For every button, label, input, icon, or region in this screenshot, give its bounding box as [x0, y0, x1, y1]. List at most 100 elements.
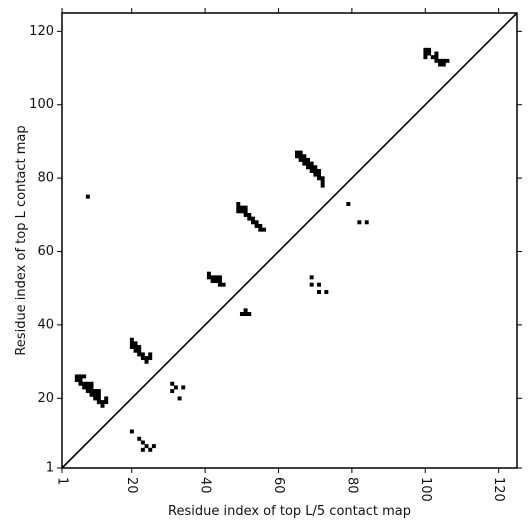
- contact-point: [295, 150, 299, 155]
- contact-point: [243, 205, 248, 210]
- contact-point: [100, 400, 105, 405]
- contact-point: [441, 58, 446, 63]
- contact-point: [129, 345, 134, 350]
- contact-point: [298, 157, 303, 162]
- contact-point: [254, 220, 259, 225]
- contact-point: [144, 444, 149, 449]
- contact-point: [236, 209, 241, 214]
- contact-point: [74, 374, 79, 379]
- contact-point: [151, 444, 156, 449]
- contact-point: [170, 381, 175, 386]
- x-tick-label: 1: [55, 477, 70, 485]
- contact-point: [89, 392, 94, 397]
- contact-point: [96, 400, 101, 405]
- contact-point: [104, 400, 109, 405]
- contact-point: [78, 381, 83, 386]
- contact-point: [210, 275, 215, 280]
- contact-point: [438, 58, 443, 63]
- contact-point: [239, 205, 244, 210]
- contact-point: [427, 51, 432, 56]
- contact-point: [430, 55, 435, 60]
- contact-point: [100, 403, 105, 408]
- contact-point: [247, 216, 252, 221]
- contact-marks: [74, 47, 450, 452]
- contact-point: [298, 154, 303, 159]
- contact-point: [247, 212, 252, 217]
- contact-point: [309, 282, 314, 287]
- contact-point: [239, 312, 244, 317]
- contact-point: [258, 223, 263, 228]
- contact-point: [306, 165, 310, 170]
- contact-point: [129, 341, 134, 346]
- x-tick-label: 80: [344, 477, 359, 494]
- contact-point: [302, 161, 307, 166]
- contact-point: [96, 389, 101, 394]
- y-tick-label: 60: [37, 244, 54, 259]
- x-tick-label: 120: [491, 477, 506, 502]
- contact-point: [247, 312, 252, 317]
- contact-point: [236, 201, 241, 206]
- contact-point: [423, 55, 428, 60]
- contact-point: [93, 389, 98, 394]
- x-tick-label: 20: [124, 477, 139, 494]
- contact-point: [206, 271, 211, 276]
- contact-point: [317, 290, 321, 295]
- contact-point: [317, 172, 321, 177]
- contact-point: [89, 381, 94, 386]
- contact-point: [89, 389, 94, 394]
- contact-point: [133, 345, 138, 350]
- contact-point: [129, 429, 134, 434]
- contact-point: [78, 378, 83, 383]
- contact-point: [317, 176, 321, 181]
- contact-point: [78, 374, 83, 379]
- contact-point: [243, 312, 248, 317]
- contact-point: [438, 62, 443, 67]
- contact-point: [104, 396, 109, 401]
- contact-point: [137, 348, 142, 353]
- contact-point: [85, 194, 90, 199]
- contact-point: [236, 205, 241, 210]
- contact-point: [170, 389, 175, 394]
- x-tick-label: 40: [198, 477, 213, 494]
- contact-point: [302, 157, 307, 162]
- contact-point: [144, 356, 149, 361]
- contact-point: [82, 374, 87, 379]
- y-tick-label: 20: [37, 391, 54, 406]
- contact-point: [441, 62, 446, 67]
- contact-point: [309, 165, 314, 170]
- contact-point: [96, 396, 101, 401]
- contact-point: [137, 345, 142, 350]
- contact-point: [144, 359, 149, 364]
- contact-point: [93, 392, 98, 397]
- contact-point: [317, 282, 321, 287]
- contact-point: [243, 212, 248, 217]
- y-tick-label: 80: [37, 171, 54, 186]
- contact-point: [133, 348, 138, 353]
- contact-point: [324, 290, 329, 295]
- contact-point: [177, 396, 182, 401]
- contact-point: [221, 282, 226, 287]
- y-tick-label: 40: [37, 317, 54, 332]
- contact-point: [96, 392, 101, 397]
- contact-point: [364, 220, 369, 225]
- contact-point: [133, 341, 138, 346]
- contact-point: [214, 275, 219, 280]
- y-tick-label: 100: [29, 97, 54, 112]
- contact-point: [217, 279, 222, 283]
- contact-point: [181, 385, 186, 390]
- contact-point: [306, 157, 310, 162]
- contact-point: [357, 220, 362, 225]
- contact-point: [434, 58, 439, 63]
- contact-point: [434, 55, 439, 60]
- contact-point: [137, 352, 142, 357]
- x-tick-label: 60: [271, 477, 286, 494]
- contact-point: [306, 161, 310, 166]
- contact-point: [148, 447, 153, 452]
- contact-point: [148, 352, 153, 357]
- contact-point: [313, 168, 318, 173]
- contact-point: [140, 356, 145, 361]
- x-tick-label: 100: [418, 477, 433, 502]
- contact-point: [214, 279, 219, 283]
